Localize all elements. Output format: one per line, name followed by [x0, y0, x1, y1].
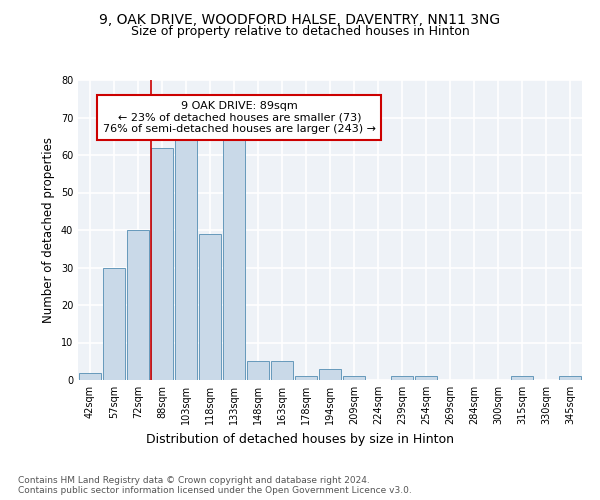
- Text: 9, OAK DRIVE, WOODFORD HALSE, DAVENTRY, NN11 3NG: 9, OAK DRIVE, WOODFORD HALSE, DAVENTRY, …: [100, 12, 500, 26]
- Bar: [175, 136, 197, 380]
- Y-axis label: Number of detached properties: Number of detached properties: [42, 137, 55, 323]
- Bar: [391, 376, 413, 380]
- Bar: [127, 230, 149, 380]
- Bar: [559, 376, 581, 380]
- Bar: [295, 376, 317, 380]
- Text: 9 OAK DRIVE: 89sqm
← 23% of detached houses are smaller (73)
76% of semi-detache: 9 OAK DRIVE: 89sqm ← 23% of detached hou…: [103, 101, 376, 134]
- Text: Distribution of detached houses by size in Hinton: Distribution of detached houses by size …: [146, 432, 454, 446]
- Bar: [199, 234, 221, 380]
- Bar: [103, 268, 125, 380]
- Bar: [343, 376, 365, 380]
- Bar: [271, 361, 293, 380]
- Bar: [79, 372, 101, 380]
- Text: Contains HM Land Registry data © Crown copyright and database right 2024.
Contai: Contains HM Land Registry data © Crown c…: [18, 476, 412, 495]
- Text: Size of property relative to detached houses in Hinton: Size of property relative to detached ho…: [131, 25, 469, 38]
- Bar: [319, 369, 341, 380]
- Bar: [247, 361, 269, 380]
- Bar: [511, 376, 533, 380]
- Bar: [223, 132, 245, 380]
- Bar: [151, 148, 173, 380]
- Bar: [415, 376, 437, 380]
